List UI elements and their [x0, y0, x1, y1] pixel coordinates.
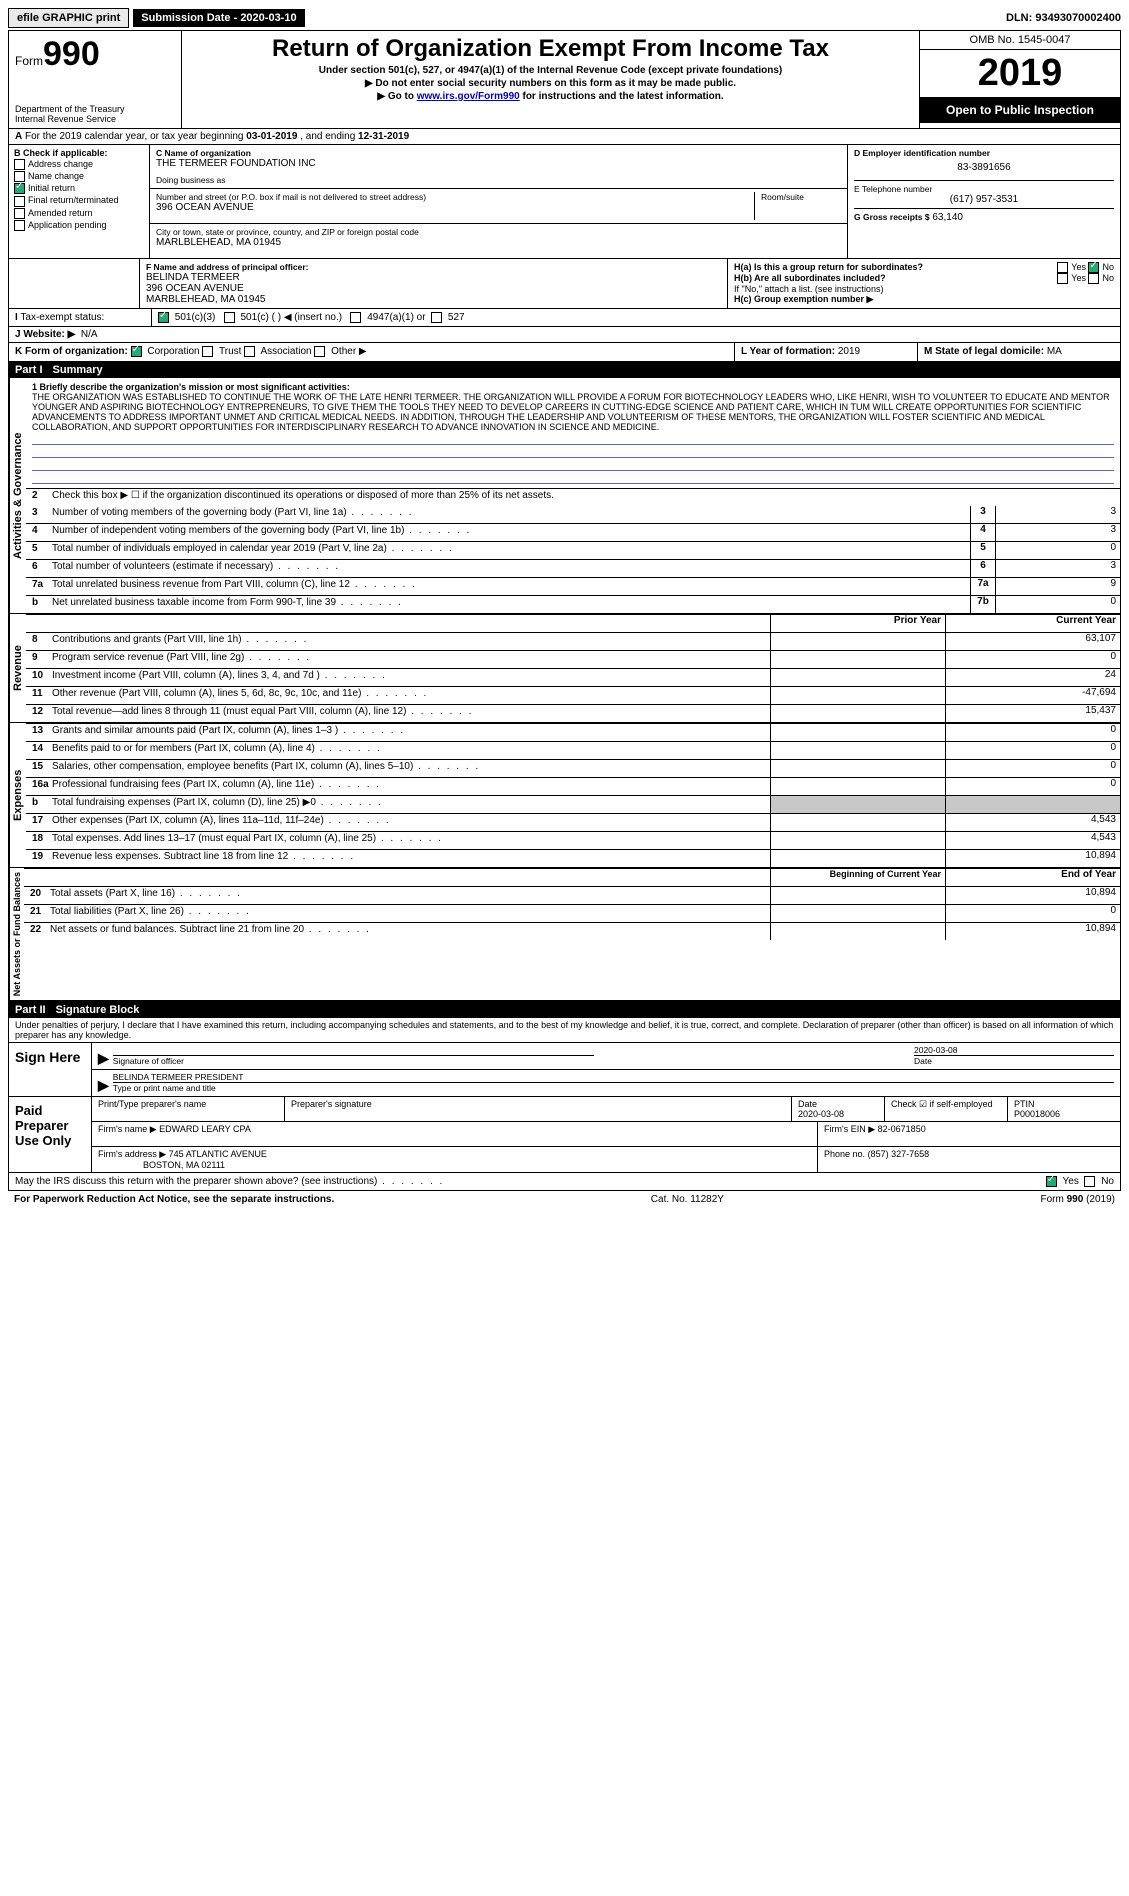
- section-klm: K Form of organization: Corporation Trus…: [9, 343, 1120, 361]
- checkbox-ha-no[interactable]: [1088, 262, 1099, 273]
- data-row: 8Contributions and grants (Part VIII, li…: [26, 632, 1120, 650]
- checkbox-hb-no[interactable]: [1088, 273, 1099, 284]
- gov-row: 4Number of independent voting members of…: [26, 523, 1120, 541]
- irs: Internal Revenue Service: [15, 114, 175, 124]
- gov-row: 3Number of voting members of the governi…: [26, 506, 1120, 523]
- checkbox-final-return[interactable]: [14, 196, 25, 207]
- data-row: 11Other revenue (Part VIII, column (A), …: [26, 686, 1120, 704]
- part2-header: Part II Signature Block: [9, 1002, 1120, 1018]
- website-value: N/A: [81, 329, 98, 340]
- section-c: C Name of organization THE TERMEER FOUND…: [150, 145, 847, 258]
- omb-number: OMB No. 1545-0047: [920, 31, 1120, 50]
- data-row: 12Total revenue—add lines 8 through 11 (…: [26, 704, 1120, 722]
- org-name: THE TERMEER FOUNDATION INC: [156, 158, 841, 169]
- mission-text: THE ORGANIZATION WAS ESTABLISHED TO CONT…: [32, 392, 1114, 432]
- subtitle-3: ▶ Go to www.irs.gov/Form990 for instruct…: [188, 91, 913, 102]
- section-d: D Employer identification number 83-3891…: [847, 145, 1120, 258]
- telephone: (617) 957-3531: [854, 194, 1114, 205]
- top-bar: efile GRAPHIC print Submission Date - 20…: [8, 8, 1121, 28]
- data-row: 17Other expenses (Part IX, column (A), l…: [26, 813, 1120, 831]
- street-address: 396 OCEAN AVENUE: [156, 202, 754, 213]
- dln: DLN: 93493070002400: [1006, 12, 1121, 24]
- checkbox-discuss-no[interactable]: [1084, 1176, 1095, 1187]
- irs-link[interactable]: www.irs.gov/Form990: [417, 91, 520, 102]
- checkbox-amended[interactable]: [14, 208, 25, 219]
- data-row: 14Benefits paid to or for members (Part …: [26, 741, 1120, 759]
- entity-block: B Check if applicable: Address change Na…: [9, 145, 1120, 259]
- net-assets-section: Net Assets or Fund Balances Beginning of…: [9, 868, 1120, 1002]
- paid-preparer-block: Paid Preparer Use Only Print/Type prepar…: [8, 1097, 1121, 1173]
- officer-name-title: BELINDA TERMEER PRESIDENT: [113, 1072, 1114, 1083]
- checkbox-trust[interactable]: [202, 346, 213, 357]
- submission-date: Submission Date - 2020-03-10: [133, 9, 304, 27]
- activities-governance: Activities & Governance 1 Briefly descri…: [9, 378, 1120, 614]
- tax-period: A For the 2019 calendar year, or tax yea…: [9, 129, 1120, 145]
- website-row: J Website: ▶ N/A: [9, 327, 1120, 343]
- expenses-section: Expenses 13Grants and similar amounts pa…: [9, 723, 1120, 868]
- firm-phone: (857) 327-7658: [868, 1149, 930, 1159]
- gov-row: 5Total number of individuals employed in…: [26, 541, 1120, 559]
- data-row: 19Revenue less expenses. Subtract line 1…: [26, 849, 1120, 867]
- form-number: Form990: [15, 35, 175, 74]
- gross-receipts: 63,140: [932, 212, 963, 223]
- data-row: 18Total expenses. Add lines 13–17 (must …: [26, 831, 1120, 849]
- gov-row: bNet unrelated business taxable income f…: [26, 595, 1120, 613]
- arrow-icon: ▶: [98, 1077, 109, 1094]
- part1-header: Part I Summary: [9, 362, 1120, 378]
- data-row: 10Investment income (Part VIII, column (…: [26, 668, 1120, 686]
- data-row: 20Total assets (Part X, line 16) 10,894: [24, 886, 1120, 904]
- sign-date: 2020-03-08: [914, 1045, 1114, 1056]
- data-row: 16aProfessional fundraising fees (Part I…: [26, 777, 1120, 795]
- officer-name: BELINDA TERMEER: [146, 272, 721, 283]
- checkbox-501c[interactable]: [224, 312, 235, 323]
- data-row: 21Total liabilities (Part X, line 26) 0: [24, 904, 1120, 922]
- state-domicile: MA: [1047, 346, 1062, 357]
- perjury-declaration: Under penalties of perjury, I declare th…: [9, 1018, 1120, 1042]
- section-b: B Check if applicable: Address change Na…: [9, 145, 150, 258]
- form-header: Form990 Department of the Treasury Inter…: [9, 31, 1120, 129]
- discuss-row: May the IRS discuss this return with the…: [8, 1173, 1121, 1191]
- section-f-h: F Name and address of principal officer:…: [9, 259, 1120, 309]
- checkbox-discuss-yes[interactable]: [1046, 1176, 1057, 1187]
- checkbox-ha-yes[interactable]: [1057, 262, 1068, 273]
- tax-year: 2019: [920, 50, 1120, 97]
- data-row: 22Net assets or fund balances. Subtract …: [24, 922, 1120, 940]
- checkbox-app-pending[interactable]: [14, 220, 25, 231]
- preparer-date: 2020-03-08: [798, 1109, 844, 1119]
- data-row: bTotal fundraising expenses (Part IX, co…: [26, 795, 1120, 813]
- data-row: 13Grants and similar amounts paid (Part …: [26, 723, 1120, 741]
- checkbox-hb-yes[interactable]: [1057, 273, 1068, 284]
- gov-row: 6Total number of volunteers (estimate if…: [26, 559, 1120, 577]
- subtitle-2: ▶ Do not enter social security numbers o…: [188, 78, 913, 89]
- firm-ein: 82-0671850: [878, 1124, 926, 1134]
- city-state-zip: MARLBLEHEAD, MA 01945: [156, 237, 841, 248]
- year-formation: 2019: [838, 346, 860, 357]
- ptin: P00018006: [1014, 1109, 1060, 1119]
- checkbox-other[interactable]: [314, 346, 325, 357]
- checkbox-address-change[interactable]: [14, 159, 25, 170]
- open-public-badge: Open to Public Inspection: [920, 97, 1120, 123]
- revenue-section: Revenue Prior Year Current Year 8Contrib…: [9, 614, 1120, 723]
- form-title: Return of Organization Exempt From Incom…: [188, 35, 913, 63]
- sign-here-block: Sign Here ▶ Signature of officer 2020-03…: [8, 1043, 1121, 1097]
- checkbox-assoc[interactable]: [244, 346, 255, 357]
- checkbox-corp[interactable]: [131, 346, 142, 357]
- tax-exempt-row: I Tax-exempt status: 501(c)(3) 501(c) ( …: [9, 309, 1120, 327]
- checkbox-527[interactable]: [431, 312, 442, 323]
- data-row: 9Program service revenue (Part VIII, lin…: [26, 650, 1120, 668]
- form-container: Form990 Department of the Treasury Inter…: [8, 30, 1121, 1043]
- checkbox-initial-return[interactable]: [14, 183, 25, 194]
- checkbox-4947[interactable]: [350, 312, 361, 323]
- firm-name: EDWARD LEARY CPA: [159, 1124, 251, 1134]
- page-footer: For Paperwork Reduction Act Notice, see …: [8, 1191, 1121, 1208]
- gov-row: 7aTotal unrelated business revenue from …: [26, 577, 1120, 595]
- firm-address: 745 ATLANTIC AVENUE: [169, 1149, 267, 1159]
- ein: 83-3891656: [854, 158, 1114, 177]
- dept-treasury: Department of the Treasury: [15, 104, 175, 114]
- data-row: 15Salaries, other compensation, employee…: [26, 759, 1120, 777]
- arrow-icon: ▶: [98, 1050, 109, 1067]
- checkbox-501c3[interactable]: [158, 312, 169, 323]
- subtitle-1: Under section 501(c), 527, or 4947(a)(1)…: [188, 65, 913, 76]
- efile-label: efile GRAPHIC print: [8, 8, 129, 28]
